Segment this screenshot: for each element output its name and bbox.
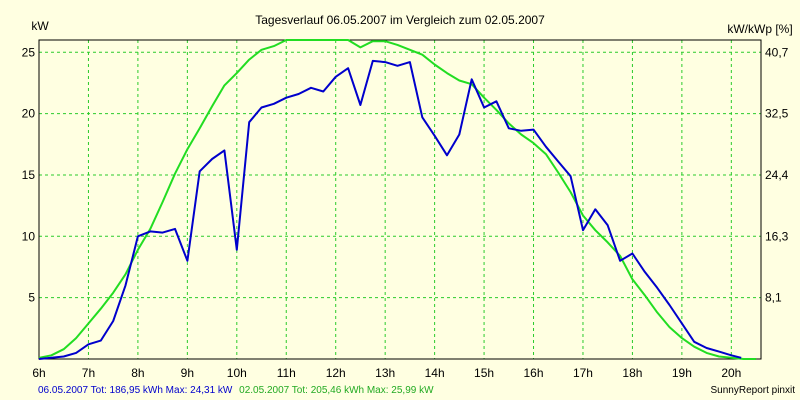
y-tick-label-right: 32,5 [765,107,789,121]
plot-frame [38,39,762,360]
x-tick-label: 6h [32,366,45,380]
x-tick-label: 19h [672,366,692,380]
x-tick-label: 7h [82,366,95,380]
x-tick-label: 18h [622,366,642,380]
footer-stats-green: 02.05.2007 Tot: 205,46 kWh Max: 25,99 kW [239,385,434,396]
series-line-06-05-2007 [38,59,742,360]
footer-stats-blue: 06.05.2007 Tot: 186,95 kWh Max: 24,31 kW [38,385,233,396]
x-tick-label: 15h [474,366,494,380]
footer-stats: 06.05.2007 Tot: 186,95 kWh Max: 24,31 kW… [38,385,434,396]
y-tick-label-right: 40,7 [765,45,789,59]
x-tick-label: 20h [721,366,741,380]
x-tick-label: 16h [524,366,544,380]
x-tick-label: 10h [227,366,247,380]
series-lines [38,39,757,360]
y-tick-label-left: 25 [22,45,36,59]
x-tick-label: 11h [277,366,296,380]
x-axis-ticks: 6h 7h 8h 9h 10h 11h 12h 13h 14h 15h 16h 17h 18h 19h 20… [32,366,741,380]
y-tick-label-left: 5 [28,291,35,305]
x-tick-label: 8h [131,366,144,380]
y-axis-label-right: kW/kWp [%] [727,22,792,36]
x-tick-label: 14h [425,366,445,380]
y-axis-ticks-right: 8,1 16,3 24,4 32,5 40,7 [765,45,789,304]
brand-text: SunnyReport pinxit [711,385,796,396]
x-tick-label: 17h [573,366,593,380]
y-tick-label-right: 16,3 [765,229,789,243]
y-tick-label-right: 24,4 [765,168,789,182]
y-axis-label-left: kW [31,19,49,33]
x-tick-label: 13h [375,366,395,380]
x-tick-label: 12h [326,366,346,380]
chart-title: Tagesverlauf 06.05.2007 im Vergleich zum… [255,13,545,27]
grid [39,40,761,359]
series-line-02-05-2007 [38,39,757,360]
y-tick-label-left: 10 [22,229,36,243]
y-axis-ticks-left: 5 10 15 20 25 [22,45,36,304]
x-tick-label: 9h [181,366,194,380]
y-tick-label-right: 8,1 [765,291,782,305]
y-tick-label-left: 20 [22,107,36,121]
y-tick-label-left: 15 [22,168,36,182]
